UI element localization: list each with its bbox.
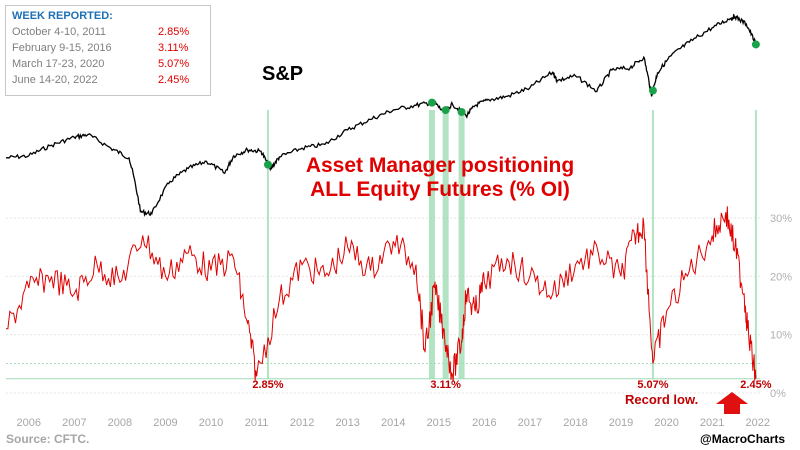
low-value-label: 3.11% — [430, 379, 461, 391]
source-label: Source: CFTC. — [6, 432, 89, 446]
highlight-band — [442, 110, 449, 379]
highlight-band — [266, 110, 269, 379]
x-tick-label: 2013 — [335, 417, 359, 429]
x-tick-label: 2012 — [290, 417, 314, 429]
highlight-band — [754, 110, 757, 379]
y-tick-label: 0% — [770, 388, 786, 400]
legend-row-value: 5.07% — [158, 58, 190, 70]
legend-box: WEEK REPORTED: October 4-10, 2011 2.85% … — [5, 5, 211, 96]
low-value-label: 2.85% — [252, 379, 283, 391]
chart-title-line-1: Asset Manager positioning — [306, 154, 574, 177]
grid-lines — [6, 217, 760, 394]
y-tick-label: 20% — [770, 271, 792, 283]
legend-row-label: March 17-23, 2020 — [12, 58, 105, 70]
x-tick-label: 2006 — [17, 417, 41, 429]
handle-label: @MacroCharts — [700, 432, 785, 446]
x-tick-label: 2018 — [563, 417, 587, 429]
low-marker-dot — [457, 107, 466, 116]
x-tick-label: 2015 — [427, 417, 451, 429]
highlight-band — [458, 110, 465, 379]
sp-label: S&P — [262, 63, 303, 85]
legend-row-label: October 4-10, 2011 — [12, 26, 106, 38]
legend-row: February 9-15, 2016 3.11% — [12, 40, 204, 56]
legend-row-label: February 9-15, 2016 — [12, 42, 112, 54]
x-tick-label: 2019 — [609, 417, 633, 429]
low-marker-dot — [441, 106, 450, 115]
legend-row-value: 2.85% — [158, 26, 190, 38]
x-tick-label: 2016 — [472, 417, 496, 429]
record-low-label: Record low. — [625, 392, 698, 407]
x-tick-label: 2008 — [108, 417, 132, 429]
low-value-label: 2.45% — [740, 379, 771, 391]
legend-row-value: 3.11% — [158, 42, 189, 54]
x-tick-label: 2014 — [381, 417, 405, 429]
legend-row: October 4-10, 2011 2.85% — [12, 24, 204, 40]
legend-row: June 14-20, 2022 2.45% — [12, 72, 204, 88]
low-marker-dot — [751, 40, 760, 49]
highlight-bands — [266, 110, 757, 379]
low-markers: 2.85% 3.11% 5.07% 2.45% — [252, 40, 772, 391]
x-tick-label: 2011 — [245, 417, 269, 429]
x-tick-label: 2021 — [700, 417, 724, 429]
x-tick-label: 2020 — [654, 417, 678, 429]
positioning-line — [6, 206, 757, 382]
legend-row-label: June 14-20, 2022 — [12, 74, 98, 86]
chart-title-line-2: ALL Equity Futures (% OI) — [310, 178, 570, 201]
legend-title: WEEK REPORTED: — [12, 10, 113, 22]
low-marker-dot — [427, 98, 436, 107]
x-tick-label: 2007 — [62, 417, 86, 429]
axis-ticks: 0% 10% 20% 30% 2006 2007 2008 2009 2010 2011 2012 2… — [17, 213, 793, 429]
record-low-arrow-icon — [716, 392, 748, 414]
legend-row: March 17-23, 2020 5.07% — [12, 56, 204, 72]
x-tick-label: 2022 — [745, 417, 769, 429]
y-tick-label: 30% — [770, 213, 792, 225]
legend-row-value: 2.45% — [158, 74, 190, 86]
low-value-label: 5.07% — [637, 379, 668, 391]
x-tick-label: 2009 — [153, 417, 177, 429]
low-marker-dot — [263, 160, 272, 169]
highlight-band — [428, 110, 435, 379]
x-tick-label: 2010 — [199, 417, 223, 429]
highlight-band — [651, 110, 654, 379]
y-tick-label: 10% — [770, 330, 792, 342]
low-marker-dot — [648, 86, 657, 95]
positioning-series — [6, 206, 757, 382]
x-tick-label: 2017 — [518, 417, 542, 429]
